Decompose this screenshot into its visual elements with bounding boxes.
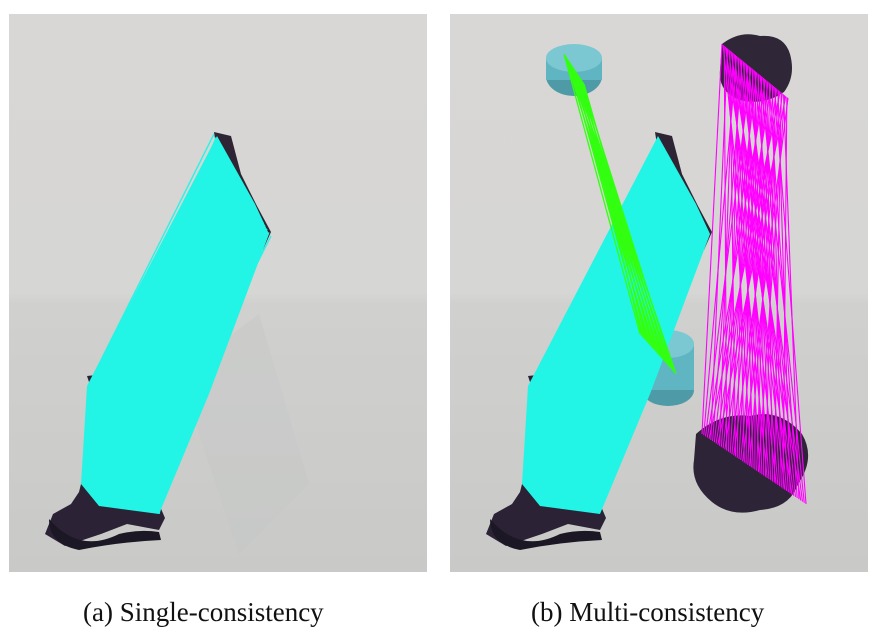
green-match-line bbox=[578, 76, 643, 336]
magenta-match-line bbox=[704, 67, 752, 437]
photo-panel-multi-consistency bbox=[450, 14, 868, 572]
magenta-match-line bbox=[708, 91, 781, 439]
green-match-line bbox=[563, 53, 641, 335]
magenta-match-line bbox=[715, 84, 772, 444]
magenta-match-line bbox=[701, 43, 723, 435]
green-match-line bbox=[583, 83, 663, 359]
photo-panel-single-consistency bbox=[9, 14, 427, 572]
magenta-match-line bbox=[782, 97, 788, 489]
cyan-match-band bbox=[522, 136, 710, 514]
cyan-match-band bbox=[81, 136, 269, 514]
single-consistency-photo bbox=[9, 14, 427, 572]
multi-consistency-photo bbox=[450, 14, 868, 572]
caption-multi-consistency: (b) Multi-consistency bbox=[531, 597, 765, 627]
magenta-match-line bbox=[741, 97, 789, 462]
green-match-line bbox=[582, 82, 647, 341]
object-shadow bbox=[490, 519, 602, 550]
green-feature-matches bbox=[563, 53, 677, 375]
magenta-feature-matches bbox=[701, 43, 807, 505]
magenta-match-line bbox=[717, 96, 787, 445]
magenta-match-line bbox=[706, 79, 767, 438]
object-shadow bbox=[49, 519, 161, 550]
magenta-match-line bbox=[703, 55, 738, 436]
caption-single-consistency: (a) Single-consistency bbox=[83, 597, 324, 627]
